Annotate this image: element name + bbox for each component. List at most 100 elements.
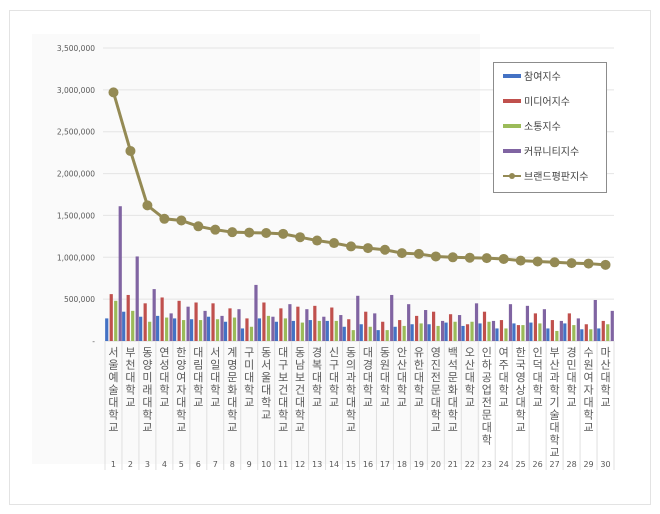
category-label-char: 교	[567, 396, 577, 409]
category-label-char: 부	[125, 346, 135, 359]
category-label-char: 구	[329, 359, 339, 372]
bar	[152, 289, 156, 341]
category-label-char: 한	[176, 346, 186, 359]
category-label-char: 대	[448, 396, 458, 409]
category-label-char: 교	[261, 409, 271, 422]
bar	[339, 315, 343, 341]
line-marker	[278, 228, 289, 239]
bar	[546, 328, 550, 341]
category-label-char: 학	[227, 409, 237, 422]
category-label-char: 건	[295, 384, 305, 397]
category-label-char: 미	[244, 359, 254, 372]
bar	[533, 313, 537, 341]
category-label-char: 보	[278, 371, 288, 384]
line-marker	[142, 200, 153, 211]
bar	[131, 310, 135, 341]
category-label-char: 원	[583, 359, 593, 372]
bar	[245, 318, 249, 341]
rank-label: 22	[465, 460, 475, 469]
bar	[122, 311, 126, 341]
bar	[220, 315, 224, 341]
bar	[160, 297, 164, 341]
bar	[521, 325, 525, 341]
line-marker	[481, 253, 492, 264]
category-label-char: 대	[550, 421, 560, 434]
category-label-char: 교	[295, 421, 305, 434]
category-label-char: 안	[397, 346, 407, 359]
category-label-char: 학	[210, 384, 220, 397]
category-label-char: 영	[431, 346, 441, 359]
bar	[415, 315, 419, 341]
category-label-char: 대	[346, 396, 356, 409]
category-label-char: 복	[312, 359, 322, 372]
bar	[470, 321, 474, 341]
category-label-char: 계	[227, 346, 237, 359]
category-label-char: 대	[227, 396, 237, 409]
bar	[109, 294, 113, 341]
bar	[597, 328, 601, 341]
bar	[288, 304, 292, 341]
category-label-char: 천	[125, 358, 135, 372]
bar	[516, 325, 521, 341]
category-label-char: 술	[108, 384, 118, 397]
rank-label: 28	[566, 460, 576, 469]
rank-label: 26	[533, 460, 543, 469]
bar	[576, 318, 580, 341]
category-label-char: 교	[176, 421, 186, 434]
bar	[274, 321, 278, 341]
category-label-char: 술	[550, 409, 560, 422]
rank-label: 19	[414, 460, 424, 469]
rank-label: 8	[230, 460, 235, 469]
bar	[441, 320, 445, 341]
category-label-char: 교	[363, 396, 373, 409]
line-marker	[583, 258, 594, 269]
rank-label: 20	[431, 460, 441, 469]
bar	[448, 314, 453, 341]
category-label-char: 과	[550, 371, 560, 384]
category-label-char: 문	[482, 409, 492, 422]
bar	[223, 321, 228, 341]
legend-label: 커뮤니티지수	[524, 147, 580, 158]
rank-label: 9	[247, 460, 252, 469]
bar	[291, 320, 295, 341]
bar	[393, 326, 397, 341]
category-label-char: 대	[278, 346, 288, 359]
legend-label: 참여지수	[524, 72, 561, 83]
rank-label: 24	[499, 460, 509, 469]
bar	[567, 313, 571, 341]
bar	[499, 320, 504, 341]
category-label-char: 대	[193, 371, 203, 384]
category-label-char: 학	[516, 409, 526, 422]
category-label-char: 학	[533, 384, 543, 397]
category-label-char: 대	[176, 396, 186, 409]
bar	[542, 309, 546, 341]
bar	[529, 322, 533, 341]
category-label-char: 과	[346, 371, 356, 384]
category-label-char: 대	[244, 371, 254, 384]
bar	[424, 310, 428, 341]
bar	[143, 303, 147, 341]
category-label-char: 동	[380, 346, 390, 359]
bar	[262, 302, 266, 341]
category-label-char: 교	[193, 396, 203, 409]
category-label-char: 학	[448, 409, 458, 422]
bar	[580, 329, 584, 341]
category-label-char: 학	[550, 434, 560, 447]
rank-label: 30	[600, 460, 610, 469]
category-label-char: 교	[414, 396, 424, 409]
bar	[118, 206, 122, 341]
category-label-char: 학	[600, 384, 610, 397]
bar	[427, 324, 431, 341]
legend-label: 미디어지수	[524, 97, 570, 108]
bar	[508, 304, 513, 341]
category-label-char: 대	[278, 396, 288, 409]
category-label-char: 백	[448, 346, 458, 359]
rank-label: 27	[550, 460, 560, 469]
category-label-char: 덕	[533, 359, 543, 372]
line-marker	[600, 259, 611, 270]
category-label-char: 학	[482, 434, 492, 447]
bar	[457, 315, 462, 341]
y-tick-label: 1,500,000	[57, 211, 95, 220]
y-tick-label: 2,000,000	[57, 170, 95, 179]
bar	[330, 307, 334, 341]
